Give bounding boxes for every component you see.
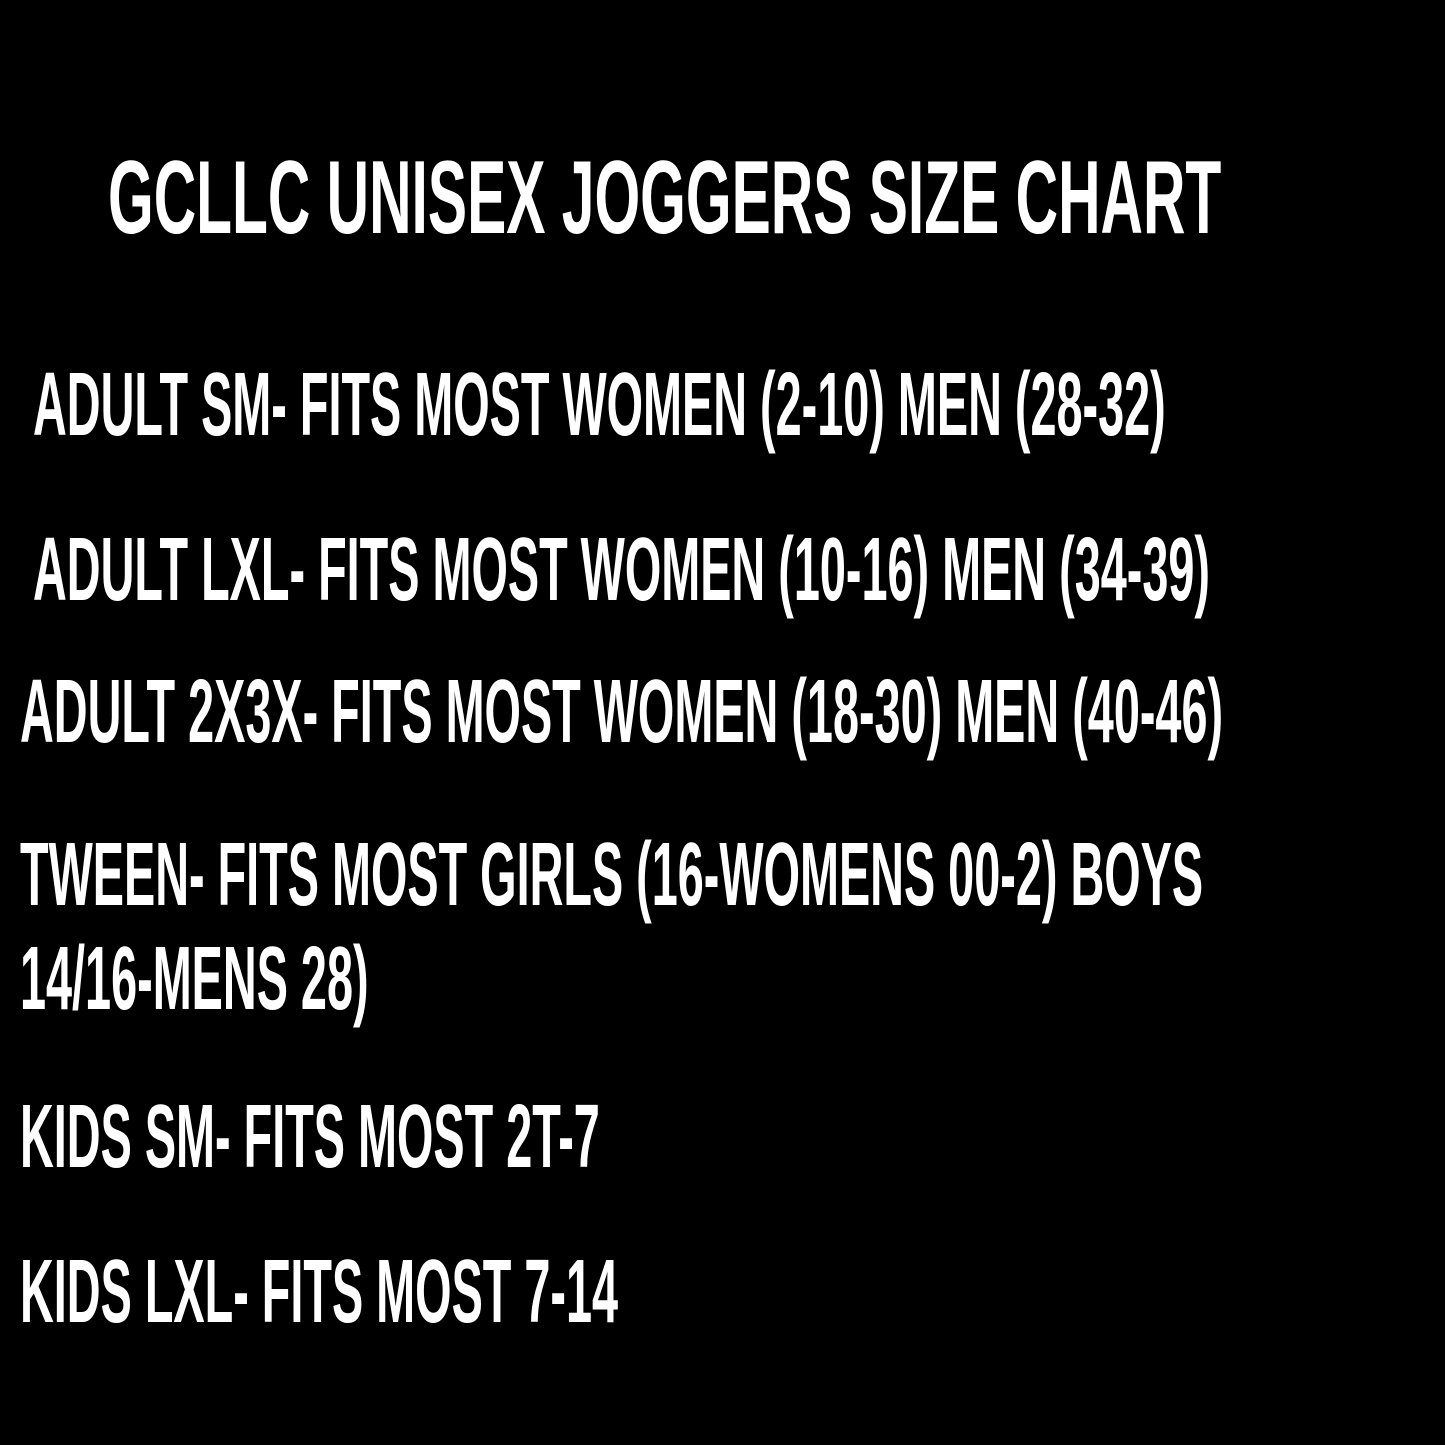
size-tween: TWEEN- FITS MOST GIRLS (16-WOMENS 00-2) … — [20, 825, 1204, 925]
size-kids-lxl: KIDS LXL- FITS MOST 7-14 — [20, 1242, 619, 1342]
size-adult-lxl: ADULT LXL- FITS MOST WOMEN (10-16) MEN (… — [33, 520, 1210, 620]
size-adult-sm: ADULT SM- FITS MOST WOMEN (2-10) MEN (28… — [33, 355, 1166, 455]
size-kids-sm: KIDS SM- FITS MOST 2T-7 — [20, 1087, 600, 1187]
page-title: GCLLC UNISEX JOGGERS SIZE CHART — [108, 140, 1222, 256]
size-tween-continued: 14/16-MENS 28) — [20, 929, 369, 1029]
size-adult-2x3x: ADULT 2X3X- FITS MOST WOMEN (18-30) MEN … — [20, 662, 1224, 762]
